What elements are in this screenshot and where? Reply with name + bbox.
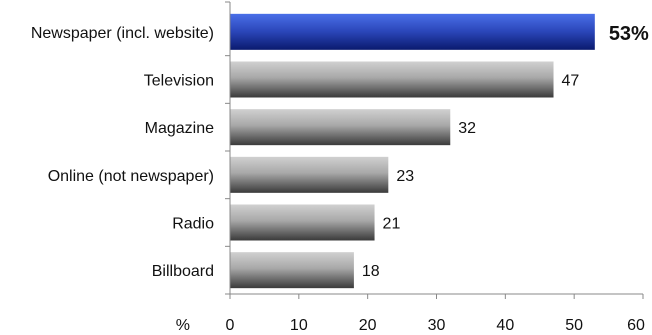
value-label-magazine: 32 <box>458 120 476 137</box>
x-tick-label-0: 0 <box>226 317 235 334</box>
category-label-online-not-newspaper: Online (not newspaper) <box>48 168 214 185</box>
x-tick-label-20: 20 <box>359 317 377 334</box>
bar-newspaper-incl-website <box>230 13 595 50</box>
x-tick-label-60: 60 <box>627 317 645 334</box>
bar-television <box>230 61 554 98</box>
bars-layer: Newspaper (incl. website) 53% Television 47… <box>31 13 649 289</box>
bar-online-not-newspaper <box>230 156 389 193</box>
category-label-billboard: Billboard <box>152 263 214 280</box>
x-axis: 0 10 20 30 40 50 60 <box>225 1 645 334</box>
x-tick-label-40: 40 <box>496 317 514 334</box>
bar-billboard <box>230 252 354 289</box>
category-label-television: Television <box>144 73 214 90</box>
x-tick-label-10: 10 <box>290 317 308 334</box>
bar-magazine <box>230 109 451 146</box>
x-tick-label-30: 30 <box>428 317 446 334</box>
value-label-television: 47 <box>562 73 580 90</box>
x-axis-unit-label: % <box>176 317 190 334</box>
category-label-radio: Radio <box>172 216 214 233</box>
value-label-newspaper-incl-website: 53% <box>609 23 649 45</box>
value-label-online-not-newspaper: 23 <box>396 168 414 185</box>
x-tick-label-50: 50 <box>565 317 583 334</box>
value-label-radio: 21 <box>383 216 401 233</box>
bar-radio <box>230 204 375 241</box>
category-label-newspaper-incl-website: Newspaper (incl. website) <box>31 25 214 42</box>
category-label-magazine: Magazine <box>145 120 214 137</box>
value-label-billboard: 18 <box>362 263 380 280</box>
